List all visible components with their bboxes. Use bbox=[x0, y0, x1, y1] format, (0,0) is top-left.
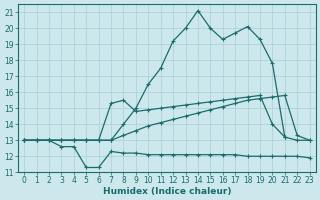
X-axis label: Humidex (Indice chaleur): Humidex (Indice chaleur) bbox=[103, 187, 231, 196]
